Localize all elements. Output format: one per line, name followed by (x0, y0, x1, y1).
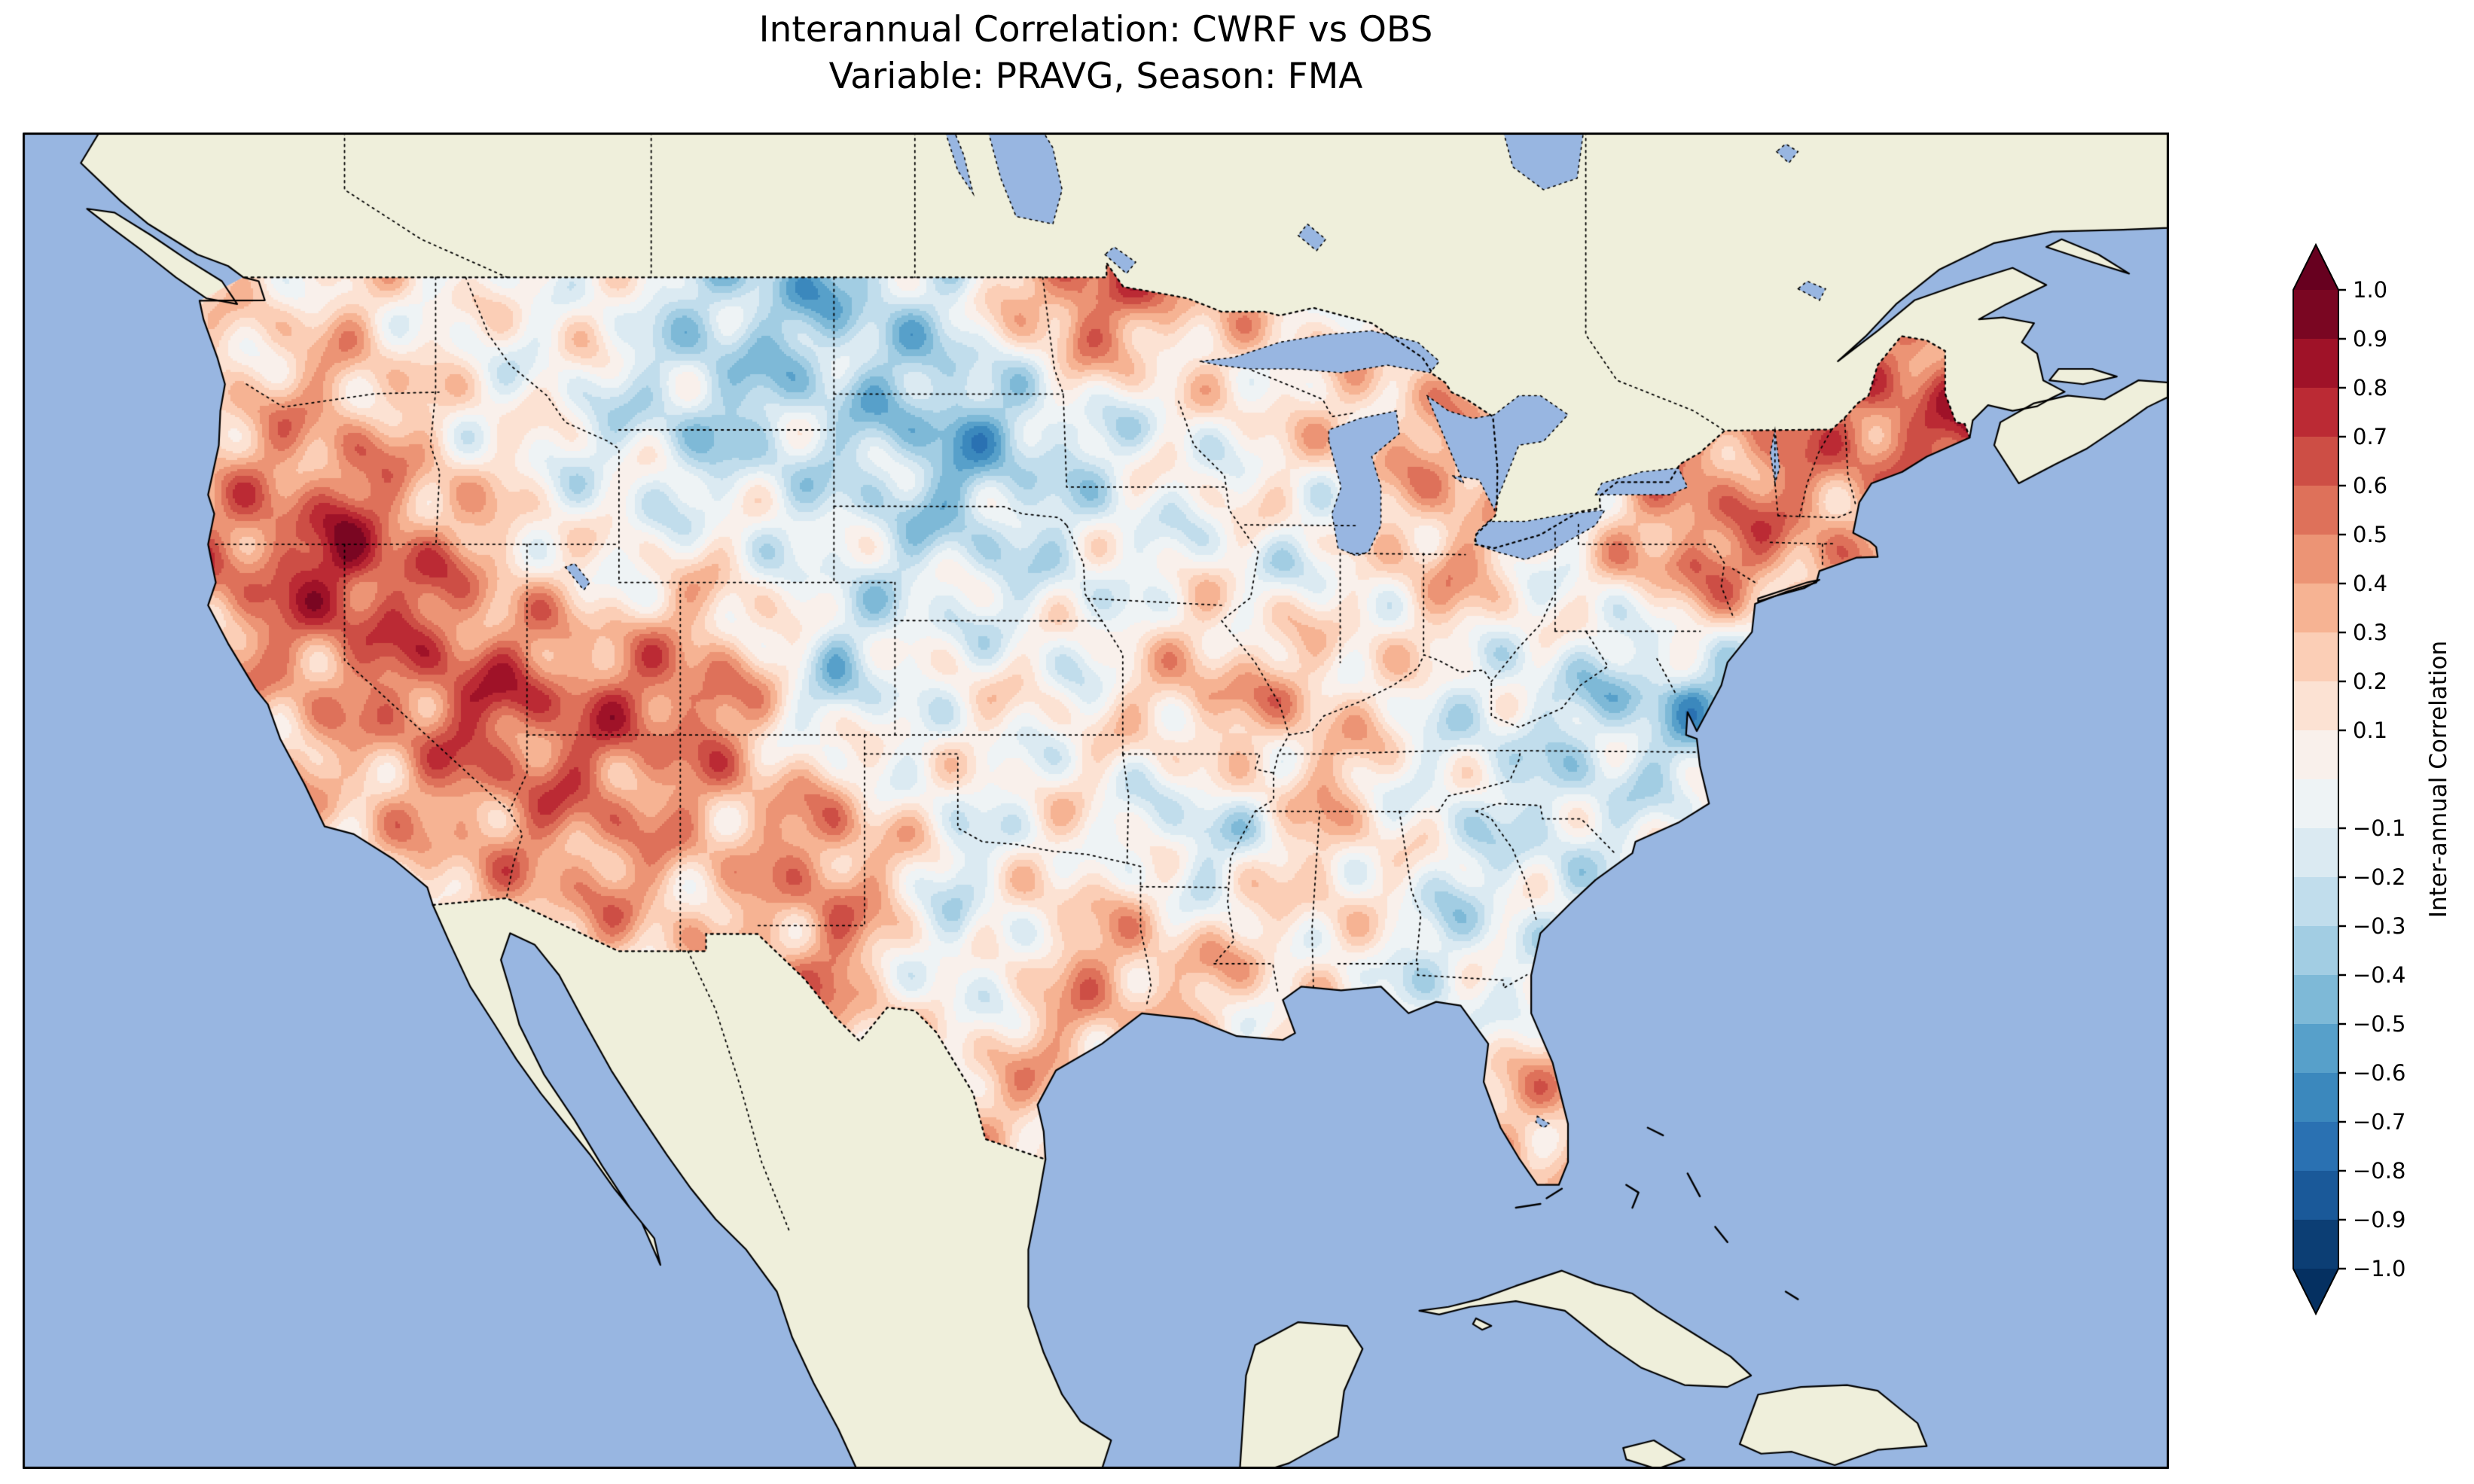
colorbar-tick-label: 0.6 (2353, 473, 2387, 498)
colorbar-tick-label: −0.1 (2353, 815, 2405, 841)
colorbar-tick-label: 0.7 (2353, 424, 2387, 449)
map-axes (23, 133, 2169, 1469)
colorbar-tick-label: −0.8 (2353, 1158, 2405, 1184)
colorbar-axis-label: Inter-annual Correlation (2425, 641, 2452, 918)
us-correlation-map-canvas (23, 133, 2169, 1469)
colorbar-tick-label: 0.8 (2353, 375, 2387, 401)
colorbar-tick-label: 0.4 (2353, 571, 2387, 596)
colorbar-gradient (2293, 290, 2338, 1269)
colorbar-ticks: 1.0 0.9 0.8 0.7 0.6 0.5 0.4 0.3 0.2 0.1 −0.1 −0.2 −0… (2338, 277, 2405, 1281)
colorbar-tick-label: −0.9 (2353, 1207, 2405, 1233)
colorbar-tick-label: −0.3 (2353, 913, 2405, 939)
colorbar: 1.0 0.9 0.8 0.7 0.6 0.5 0.4 0.3 0.2 0.1 −0.1 −0.2 −0… (2289, 226, 2474, 1355)
colorbar-tick-label: 0.2 (2353, 669, 2387, 694)
colorbar-tick-label: 0.3 (2353, 620, 2387, 645)
colorbar-extend-top-icon (2293, 245, 2338, 290)
colorbar-tick-label: −1.0 (2353, 1256, 2405, 1281)
colorbar-tick-label: −0.5 (2353, 1011, 2405, 1037)
colorbar-tick-label: −0.6 (2353, 1060, 2405, 1086)
colorbar-svg: 1.0 0.9 0.8 0.7 0.6 0.5 0.4 0.3 0.2 0.1 −0.1 −0.2 −0… (2292, 242, 2452, 1316)
colorbar-tick-label: 1.0 (2353, 277, 2387, 303)
colorbar-tick-label: −0.4 (2353, 962, 2405, 988)
plot-title-line1: Interannual Correlation: CWRF vs OBS (758, 9, 1433, 50)
colorbar-tick-label: −0.2 (2353, 864, 2405, 890)
colorbar-tick-label: 0.9 (2353, 326, 2387, 352)
colorbar-tick-label: 0.1 (2353, 718, 2387, 743)
colorbar-tick-label: −0.7 (2353, 1109, 2405, 1135)
colorbar-extend-bottom-icon (2293, 1269, 2338, 1314)
colorbar-tick-label: 0.5 (2353, 522, 2387, 547)
plot-title-line2: Variable: PRAVG, Season: FMA (828, 56, 1363, 97)
